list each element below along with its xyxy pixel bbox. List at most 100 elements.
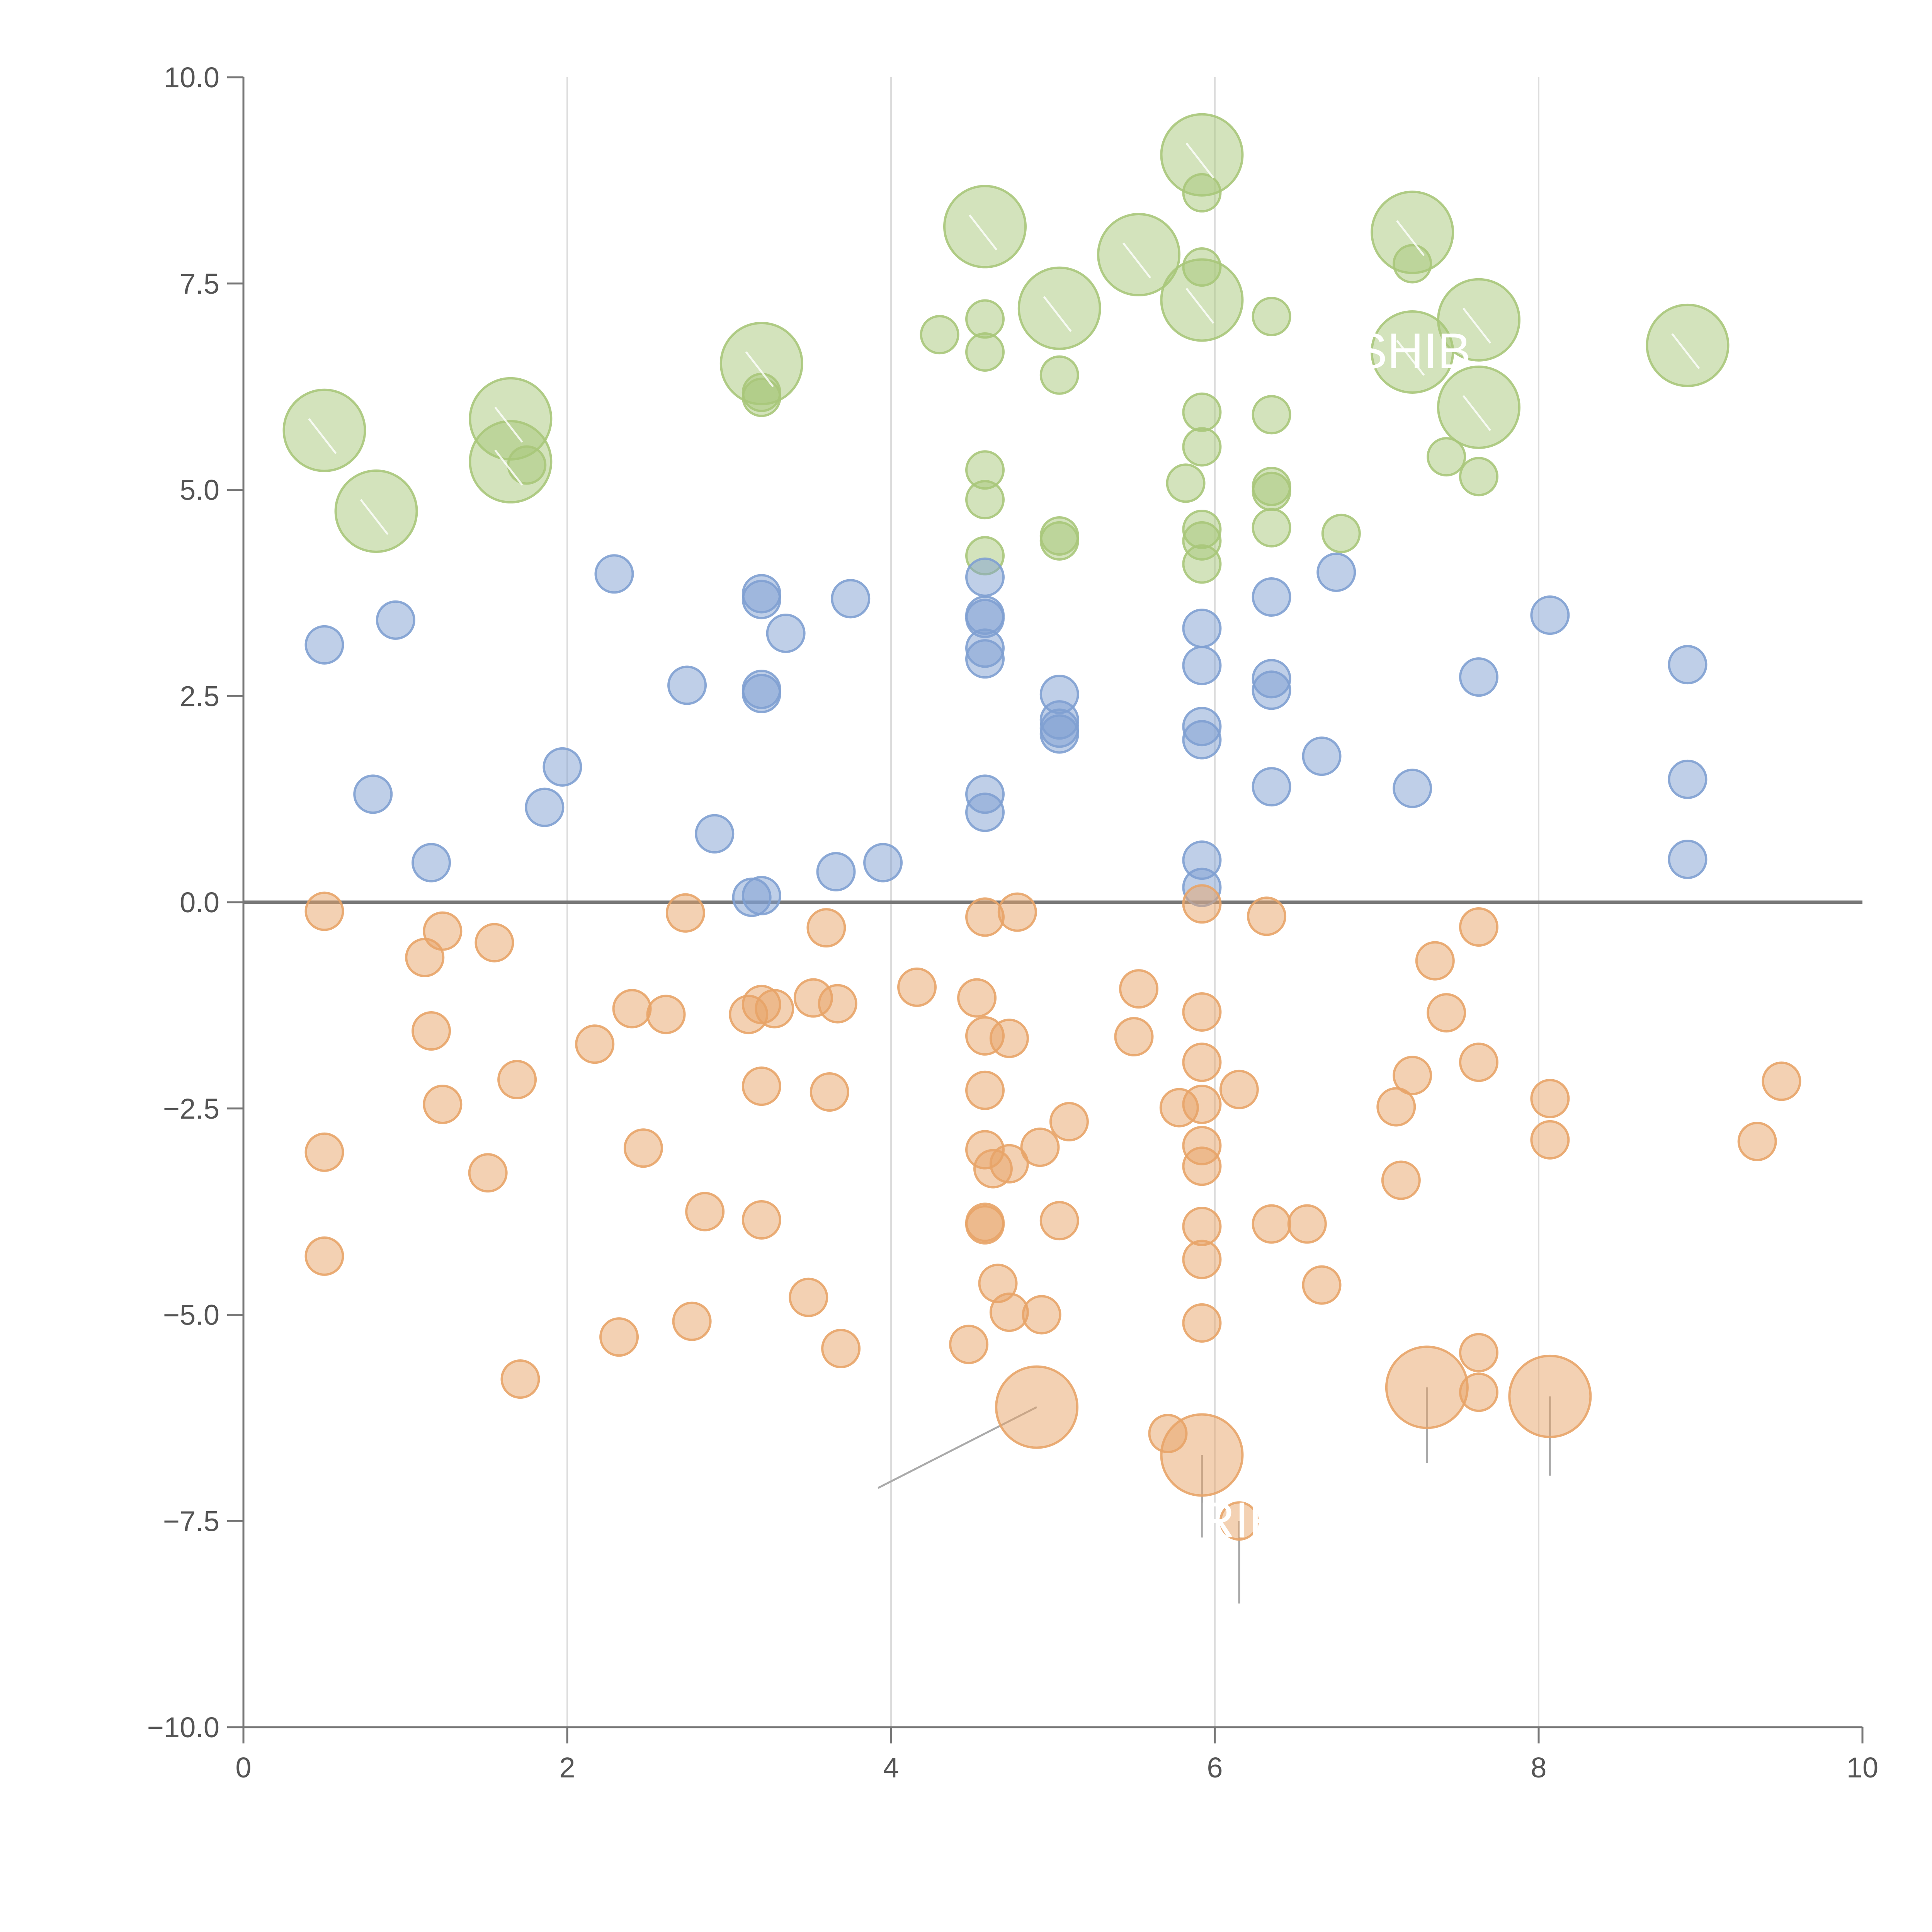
y-tick-label: 7.5: [180, 268, 219, 300]
point-orange: [1160, 1413, 1244, 1497]
point-orange: [412, 1011, 451, 1051]
point-orange: [755, 989, 794, 1029]
point-blue: [1668, 759, 1708, 799]
point-orange: [1302, 1265, 1342, 1305]
point-label: SHIB: [1354, 323, 1471, 379]
point-orange: [612, 989, 652, 1029]
y-tick-label: 2.5: [180, 680, 219, 712]
point-blue: [376, 600, 415, 640]
point-blue: [1668, 839, 1708, 879]
point-blue: [353, 774, 393, 814]
point-green: [1459, 457, 1498, 497]
point-orange: [1182, 992, 1222, 1032]
point-orange: [623, 1128, 663, 1168]
point-orange: [818, 984, 857, 1024]
inner-leader-line: [745, 351, 774, 388]
point-label: RIF: [1199, 1492, 1279, 1548]
point-green: [1017, 266, 1101, 350]
inner-leader-line: [1122, 242, 1151, 279]
x-tick-label: 6: [1207, 1752, 1223, 1784]
point-blue: [742, 574, 781, 614]
point-orange: [810, 1072, 849, 1112]
point-orange: [497, 1060, 537, 1100]
point-blue: [304, 625, 344, 665]
point-orange: [423, 911, 463, 951]
point-orange: [1762, 1061, 1801, 1101]
point-green: [742, 378, 781, 417]
point-orange: [1737, 1122, 1777, 1162]
point-orange: [665, 893, 705, 933]
point-blue: [742, 876, 781, 915]
y-tick-label: −10.0: [147, 1711, 219, 1743]
point-green: [1321, 514, 1361, 553]
point-orange: [742, 1200, 781, 1240]
point-orange: [965, 1205, 1005, 1245]
point-orange: [1219, 1070, 1259, 1109]
point-blue: [1668, 645, 1708, 685]
x-tick-label: 2: [559, 1752, 575, 1784]
point-orange: [1252, 1204, 1291, 1244]
point-blue: [1459, 657, 1498, 697]
point-labels: SHIB RIF: [308, 143, 1700, 1548]
point-green: [1182, 544, 1222, 584]
y-tick-label: −2.5: [163, 1093, 219, 1125]
point-orange: [685, 1192, 725, 1231]
inner-leader-line: [360, 499, 389, 535]
point-orange: [1020, 1128, 1060, 1167]
point-orange: [965, 1070, 1005, 1110]
inner-leader-line: [1043, 296, 1072, 332]
point-orange: [1119, 969, 1159, 1009]
point-green: [1039, 516, 1079, 556]
point-green: [1182, 392, 1222, 432]
point-orange: [1247, 896, 1287, 936]
point-orange: [1022, 1295, 1061, 1335]
y-tick-label: −5.0: [163, 1299, 219, 1331]
point-orange: [1182, 1240, 1222, 1279]
point-orange: [989, 1019, 1029, 1058]
point-orange: [1459, 1333, 1498, 1372]
point-green: [282, 388, 366, 472]
point-green: [1252, 471, 1291, 511]
point-orange: [423, 1085, 463, 1124]
point-orange: [1381, 1160, 1421, 1200]
inner-leader-line: [1462, 308, 1491, 344]
point-orange: [1530, 1079, 1570, 1119]
point-blue: [831, 579, 871, 619]
point-orange: [468, 1153, 508, 1193]
point-green: [1437, 278, 1520, 362]
point-orange: [474, 923, 514, 963]
data-points: [282, 113, 1801, 1541]
point-orange: [304, 1236, 344, 1276]
point-blue: [1302, 736, 1342, 776]
point-green: [965, 299, 1005, 339]
point-orange: [1182, 884, 1222, 924]
point-orange: [1182, 1207, 1222, 1247]
point-orange: [1459, 1043, 1498, 1082]
point-orange: [821, 1329, 861, 1369]
point-orange: [1393, 1056, 1432, 1095]
x-tick-label: 4: [883, 1752, 899, 1784]
point-orange: [742, 1066, 781, 1106]
point-blue: [695, 814, 735, 854]
x-tick-label: 10: [1847, 1752, 1878, 1784]
point-orange: [1459, 1372, 1498, 1412]
point-green: [1182, 173, 1222, 213]
point-blue: [667, 665, 707, 705]
point-green: [1646, 303, 1730, 387]
point-orange: [1182, 1085, 1222, 1124]
point-green: [1166, 463, 1206, 503]
inner-leader-line: [1671, 333, 1700, 369]
point-green: [334, 469, 418, 553]
y-tick-label: 10.0: [164, 61, 219, 94]
point-orange: [1427, 993, 1466, 1033]
point-blue: [1252, 577, 1291, 617]
point-green: [920, 315, 959, 355]
point-green: [965, 332, 1005, 372]
point-orange: [995, 1365, 1079, 1449]
point-green: [1252, 508, 1291, 548]
point-green: [1393, 244, 1432, 284]
point-blue: [863, 843, 903, 883]
inner-leader-line: [1396, 220, 1425, 256]
point-orange: [575, 1024, 615, 1064]
